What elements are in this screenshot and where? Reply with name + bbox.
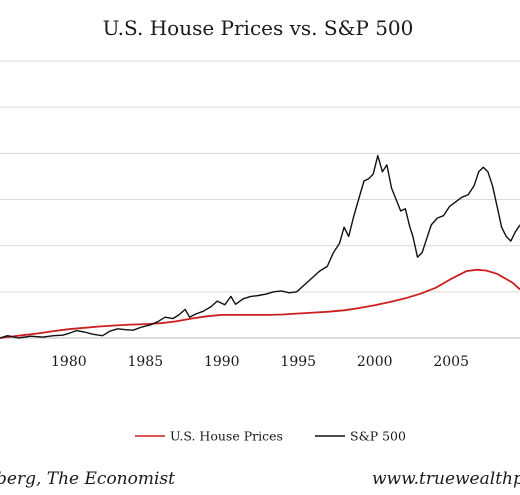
x-tick-label: 2005 (433, 354, 469, 370)
x-tick-label: 1990 (204, 354, 240, 370)
chart-title: U.S. House Prices vs. S&P 500 (103, 16, 414, 40)
legend: U.S. House Prices S&P 500 (135, 429, 406, 444)
x-axis-ticks: 1980 1985 1990 1995 2000 2005 (51, 354, 469, 370)
x-tick-label: 2000 (357, 354, 393, 370)
series-line-house-prices (0, 268, 520, 339)
series-line-sp500 (0, 154, 520, 339)
gridlines (0, 60, 520, 339)
legend-label-sp500: S&P 500 (350, 429, 406, 444)
x-tick-label: 1980 (51, 354, 87, 370)
website-note: www.truewealthp (372, 469, 520, 489)
x-tick-label: 1995 (280, 354, 316, 370)
series-layer (0, 154, 520, 339)
legend-label-house-prices: U.S. House Prices (170, 429, 283, 444)
x-tick-label: 1985 (127, 354, 163, 370)
source-note: berg, The Economist (0, 469, 175, 489)
